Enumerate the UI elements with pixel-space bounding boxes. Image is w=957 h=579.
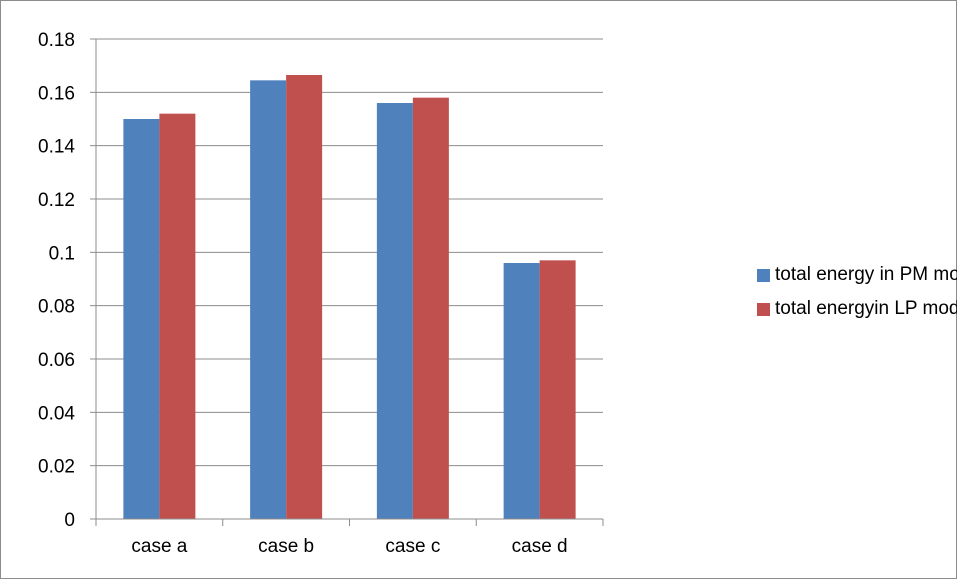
y-tick-label-8: 0.16 [38, 83, 75, 104]
y-tick-label-2: 0.04 [38, 403, 75, 424]
bar-lp-1 [286, 75, 323, 519]
legend-label-lp: total energyin LP model [775, 298, 957, 319]
y-tick-label-4: 0.08 [38, 297, 75, 318]
bar-pm-1 [250, 80, 287, 519]
bar-pm-3 [503, 263, 540, 519]
y-tick-label-1: 0.02 [38, 457, 75, 478]
y-tick-label-3: 0.06 [38, 350, 75, 371]
bar-lp-0 [159, 113, 196, 520]
y-tick-labels: 0 0.02 0.04 0.06 0.08 0.1 0.12 0.14 0.16 0.18 [38, 30, 75, 531]
x-tick-label-1: case b [258, 536, 314, 557]
y-tick-label-9: 0.18 [38, 30, 75, 51]
x-tick-labels: case a case b case c case d [131, 536, 567, 557]
legend-swatch-lp [757, 302, 770, 316]
y-tick-label-6: 0.12 [38, 190, 75, 211]
x-tick-label-0: case a [131, 536, 187, 557]
legend-item-lp: total energyin LP model [757, 296, 957, 322]
legend-label-pm: total energy in PM model [775, 264, 957, 285]
y-tick-label-7: 0.14 [38, 137, 75, 158]
legend-item-pm: total energy in PM model [757, 262, 957, 288]
legend-swatch-pm [757, 268, 770, 282]
axes [90, 38, 604, 526]
y-tick-label-5: 0.1 [49, 243, 75, 264]
x-tick-label-3: case d [512, 536, 568, 557]
bars [123, 75, 576, 520]
bar-lp-2 [412, 97, 449, 520]
legend: total energy in PM model total energyin … [757, 262, 957, 330]
y-tick-label-0: 0 [64, 510, 75, 531]
bar-pm-0 [123, 119, 160, 519]
x-tick-label-2: case c [385, 536, 440, 557]
bar-pm-2 [376, 103, 413, 519]
bar-lp-3 [539, 260, 576, 519]
